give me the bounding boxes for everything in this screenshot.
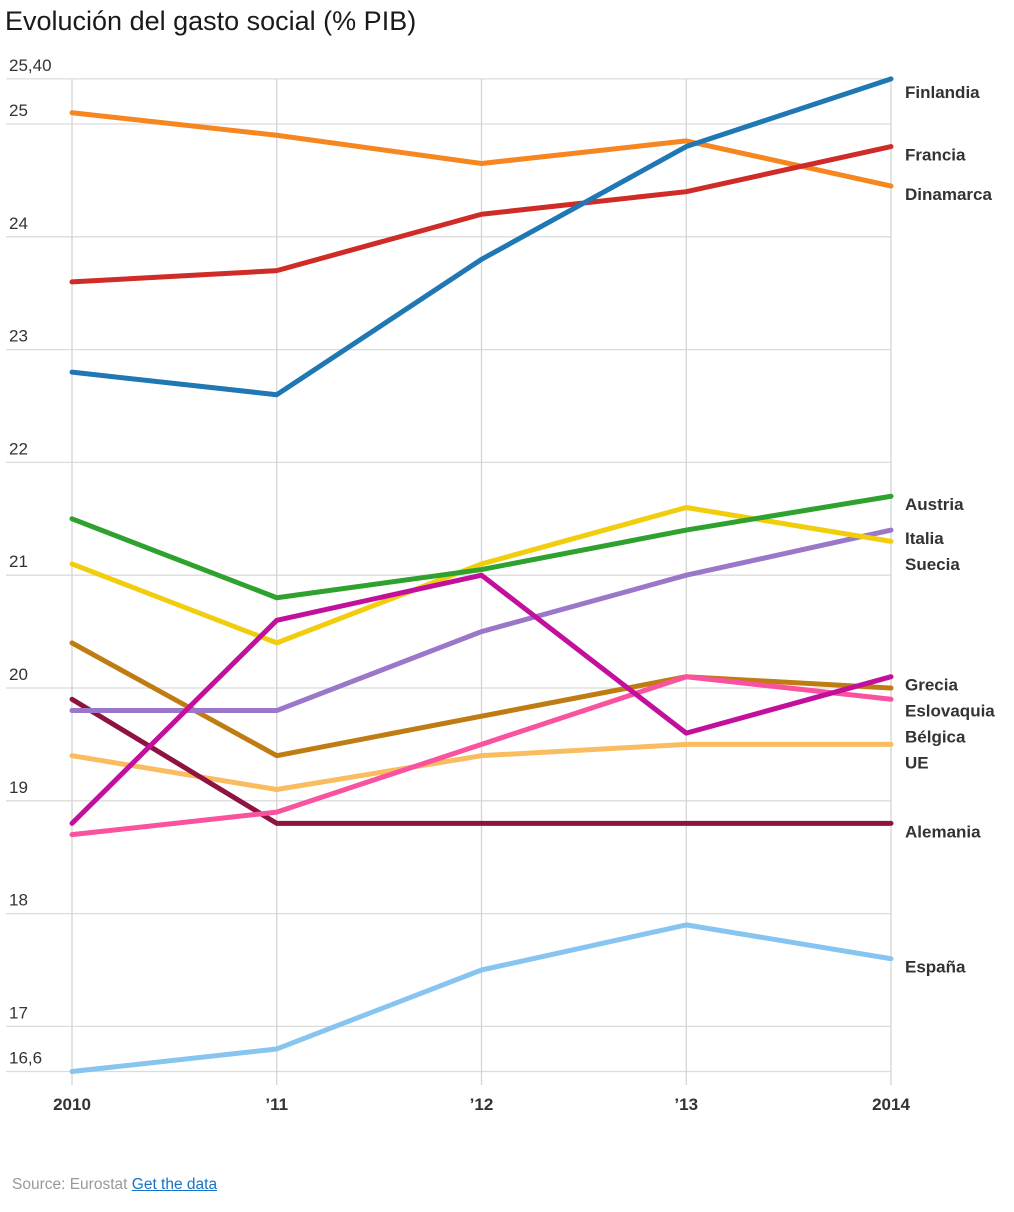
y-axis-tick-label: 17 (9, 1003, 28, 1022)
y-axis-tick-label: 25 (9, 101, 28, 120)
series-line-grecia (69, 572, 894, 826)
y-axis-tick-label: 16,6 (9, 1049, 42, 1068)
series-line-francia (69, 144, 894, 285)
series-label-grecia: Grecia (905, 676, 958, 695)
series-label-ue: UE (905, 754, 929, 773)
y-axis-tick-label: 21 (9, 552, 28, 571)
y-axis-tick-label: 22 (9, 439, 28, 458)
y-axis-tick-label: 24 (9, 214, 28, 233)
series-line-finlandia (69, 76, 894, 398)
series-label-bélgica: Bélgica (905, 728, 966, 747)
x-axis-tick-label: ’13 (674, 1095, 698, 1114)
series-line-eslovaquia (69, 640, 894, 759)
series-label-italia: Italia (905, 529, 944, 548)
series-label-españa: España (905, 958, 966, 977)
series-label-alemania: Alemania (905, 822, 981, 841)
series-line-ue (69, 741, 894, 793)
series-label-francia: Francia (905, 146, 966, 165)
y-axis-tick-label: 20 (9, 665, 28, 684)
series-label-dinamarca: Dinamarca (905, 185, 992, 204)
x-axis-tick-label: ’12 (470, 1095, 494, 1114)
series-line-dinamarca (69, 110, 894, 189)
chart-title: Evolución del gasto social (% PIB) (5, 6, 417, 36)
series-label-finlandia: Finlandia (905, 83, 980, 102)
y-axis-tick-label: 23 (9, 327, 28, 346)
series-label-eslovaquia: Eslovaquia (905, 702, 995, 721)
y-axis-tick-label: 25,40 (9, 56, 52, 75)
y-axis-tick-label: 19 (9, 778, 28, 797)
series-line-españa (69, 922, 894, 1075)
y-axis-tick-label: 18 (9, 891, 28, 910)
series-label-austria: Austria (905, 495, 964, 514)
source-text: Source: Eurostat (12, 1176, 128, 1193)
series-line-alemania (69, 696, 894, 826)
x-axis-tick-label: 2010 (53, 1095, 91, 1114)
x-axis-tick-label: ’11 (265, 1095, 288, 1114)
series-line-bélgica (69, 674, 894, 838)
series-line-austria (69, 493, 894, 601)
get-the-data-link[interactable]: Get the data (131, 1176, 218, 1193)
series-label-suecia: Suecia (905, 555, 960, 574)
x-axis-tick-label: 2014 (872, 1095, 910, 1114)
series-line-italia (69, 527, 894, 714)
source-line: Source: Eurostat Get the data (12, 1176, 217, 1194)
